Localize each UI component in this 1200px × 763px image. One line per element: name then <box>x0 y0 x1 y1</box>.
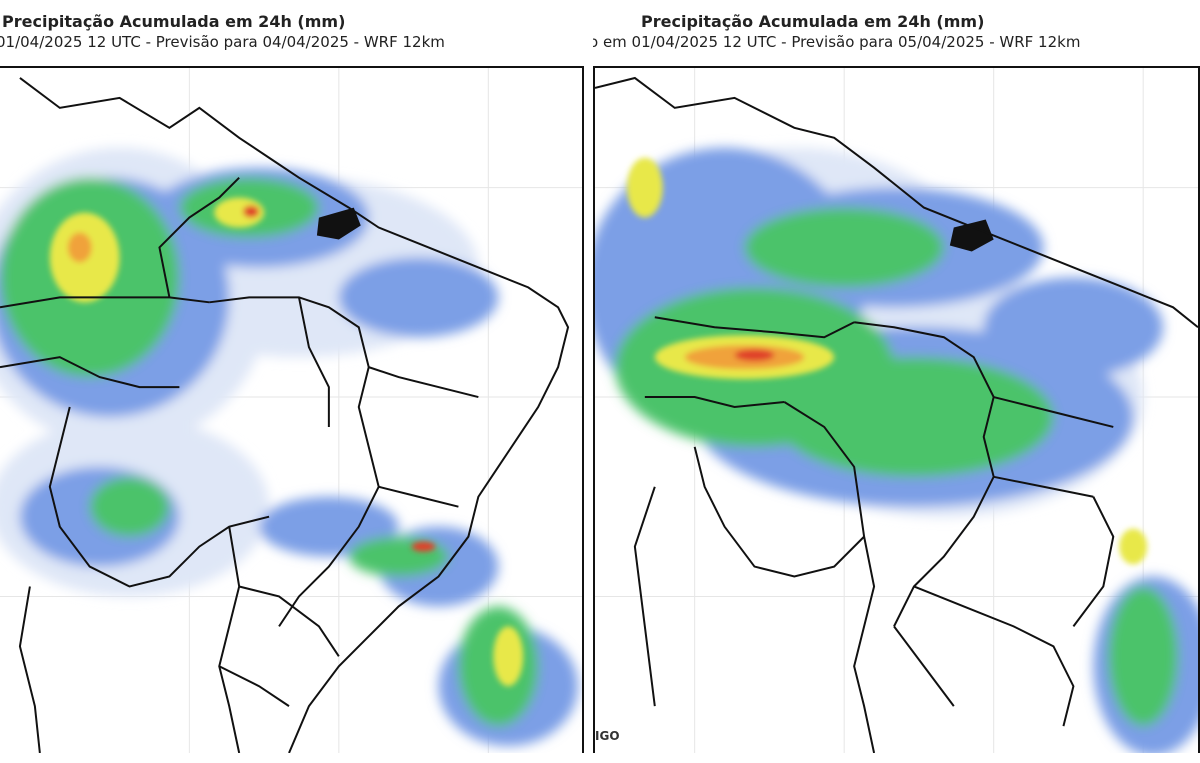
amazon-estuary <box>316 207 361 240</box>
precipitation-map <box>0 66 584 753</box>
precip-heavy <box>49 197 524 687</box>
precip-heavy <box>626 157 1148 565</box>
amazon-estuary <box>949 219 994 252</box>
precipitation-map <box>593 66 1200 753</box>
precipitation-map-svg <box>0 68 582 753</box>
country-borders <box>595 76 1198 753</box>
map-title: Precipitação Acumulada em 24h (mm) <box>2 12 346 31</box>
precip-field <box>595 147 1198 753</box>
map-panel-forecast-04-04: Precipitação Acumulada em 24h (mm) 01/04… <box>0 0 588 763</box>
panel-divider <box>588 66 593 763</box>
precipitation-map-svg <box>595 68 1198 753</box>
map-panel-forecast-05-04: Precipitação Acumulada em 24h (mm) o em … <box>593 0 1200 763</box>
map-subtitle: 01/04/2025 12 UTC - Previsão para 04/04/… <box>0 33 445 51</box>
country-borders <box>0 77 570 753</box>
map-title: Precipitação Acumulada em 24h (mm) <box>641 12 985 31</box>
map-subtitle: o em 01/04/2025 12 UTC - Previsão para 0… <box>593 33 1081 51</box>
map-credit: IGO <box>595 729 620 743</box>
